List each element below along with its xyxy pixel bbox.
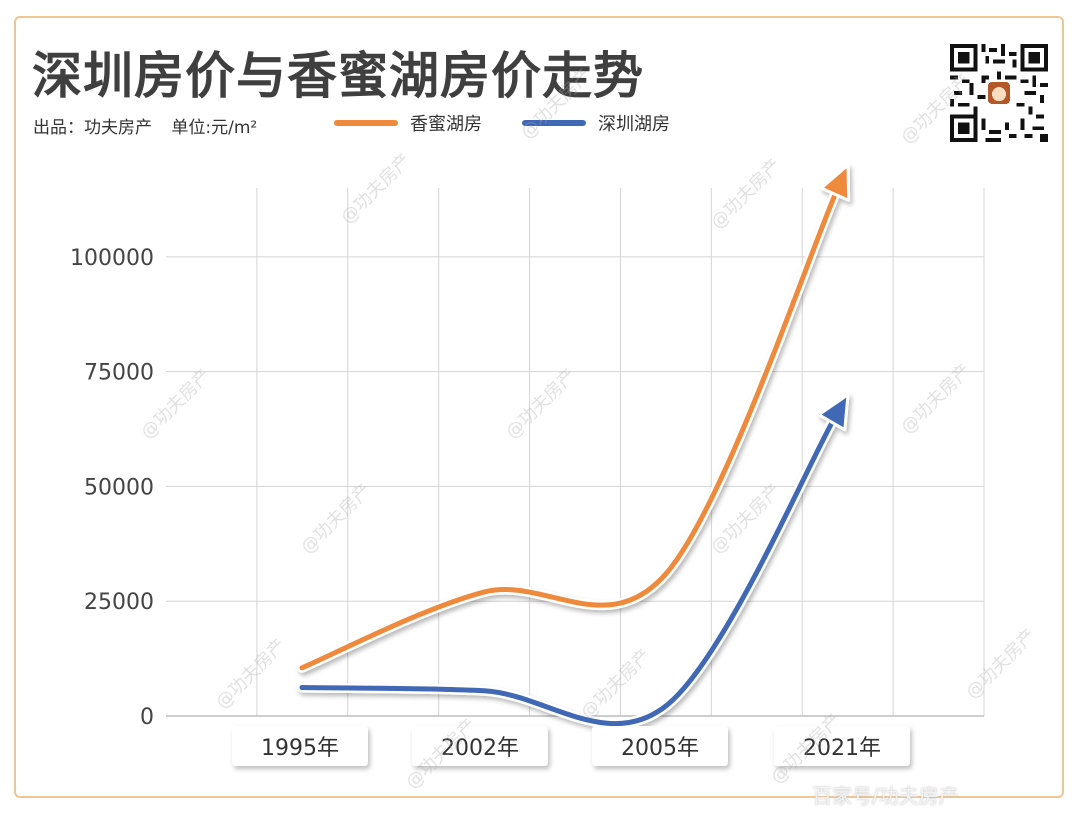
x-tick-label: 2002年 [412, 726, 548, 766]
arrowhead-icon [819, 163, 851, 202]
subtitle-line: 出品：功夫房产 单位:元/m² [33, 113, 271, 138]
chart-card [14, 16, 1064, 798]
y-tick-label: 100000 [70, 246, 154, 271]
series-blue [297, 393, 850, 729]
series-line [299, 411, 840, 727]
x-tick-label: 2005年 [592, 726, 728, 766]
series-line-outline [297, 180, 845, 673]
y-tick-label: 0 [140, 705, 154, 730]
arrowhead-icon [817, 393, 850, 432]
source-label: 出品：功夫房产 [33, 118, 152, 138]
qr-code-icon [950, 44, 1048, 142]
unit-label: 单位:元/m² [171, 118, 258, 138]
footer-source-text: 百家号/功夫房产 [812, 784, 959, 808]
x-tick-label: 1995年 [232, 726, 368, 766]
y-tick-label: 75000 [84, 361, 154, 386]
series-orange [297, 163, 851, 673]
y-tick-label: 25000 [84, 590, 154, 615]
legend-label-blue: 深圳湖房 [598, 114, 670, 135]
x-tick-label: 2021年 [774, 726, 910, 766]
legend-swatch-blue [522, 120, 586, 126]
legend-item-blue: 深圳湖房 [522, 110, 670, 136]
legend-item-orange: 香蜜湖房 [334, 110, 482, 136]
legend-swatch-orange [334, 120, 398, 126]
series-line [299, 182, 842, 671]
legend-label-orange: 香蜜湖房 [410, 114, 482, 135]
chart-title: 深圳房价与香蜜湖房价走势 [32, 47, 644, 105]
y-tick-label: 50000 [84, 475, 154, 500]
